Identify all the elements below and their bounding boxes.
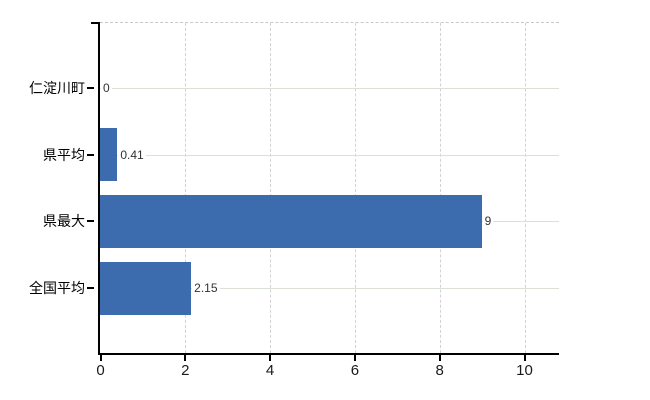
value-label: 0 xyxy=(101,81,112,95)
horizontal-gridline xyxy=(100,88,559,89)
y-axis-tick xyxy=(87,220,94,223)
category-label-仁淀川町: 仁淀川町 xyxy=(29,80,85,96)
category-label-県平均: 県平均 xyxy=(43,146,85,163)
y-axis-top-tick xyxy=(91,22,100,24)
category-label-全国平均: 全国平均 xyxy=(29,280,85,297)
x-axis-tick xyxy=(438,353,441,361)
value-label: 0.41 xyxy=(118,147,146,162)
x-tick-label: 8 xyxy=(435,362,444,379)
x-axis-tick xyxy=(99,353,102,361)
horizontal-gridline xyxy=(100,288,559,290)
category-label-県最大: 県最大 xyxy=(43,213,85,230)
plot-top-border xyxy=(100,22,559,23)
x-tick-label: 10 xyxy=(516,362,533,379)
x-axis-tick xyxy=(269,353,272,361)
x-axis-line xyxy=(98,353,559,355)
vertical-gridline xyxy=(354,23,356,353)
vertical-gridline xyxy=(439,23,441,353)
vertical-gridline xyxy=(524,23,526,353)
x-tick-label: 0 xyxy=(96,362,105,379)
x-tick-label: 2 xyxy=(181,362,190,379)
bar-全国平均[interactable] xyxy=(100,261,191,315)
x-tick-label: 4 xyxy=(265,362,275,379)
y-axis-line xyxy=(98,23,100,355)
x-axis-tick xyxy=(353,353,356,361)
vertical-gridline xyxy=(185,23,187,353)
x-tick-label: 6 xyxy=(350,362,360,379)
value-label: 9 xyxy=(482,214,494,229)
value-label: 2.15 xyxy=(192,281,220,296)
bar-県最大[interactable] xyxy=(100,194,482,248)
x-axis-tick xyxy=(184,353,187,361)
x-axis-tick xyxy=(523,353,526,361)
bar-県平均[interactable] xyxy=(100,128,117,182)
horizontal-gridline xyxy=(100,154,559,156)
y-axis-tick xyxy=(87,287,94,290)
y-axis-tick xyxy=(87,87,94,89)
vertical-gridline xyxy=(270,23,272,353)
y-axis-tick xyxy=(87,153,94,156)
